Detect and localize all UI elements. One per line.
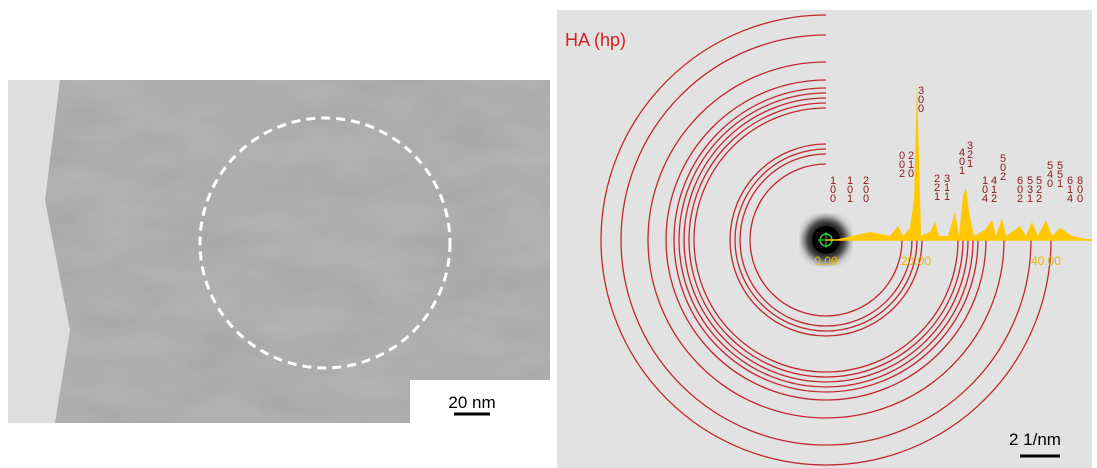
peak-label: 200 — [860, 175, 872, 202]
pattern-title: HA (hp) — [565, 30, 626, 50]
peak-label: 100 — [827, 175, 839, 202]
figure: 20 nm HA (hp) 0.0020.0040.00100101200002… — [0, 0, 1097, 468]
peak-label: 311 — [941, 173, 953, 200]
scale-bar-label: 2 1/nm — [1009, 430, 1061, 449]
axis-label: 0.00 — [814, 254, 838, 268]
peak-label: 101 — [844, 175, 856, 202]
peak-label: 502 — [997, 153, 1009, 180]
peak-label: 800 — [1074, 175, 1086, 202]
peak-label: 210 — [905, 150, 917, 177]
axis-label: 20.00 — [901, 254, 931, 268]
axis-label: 40.00 — [1031, 254, 1061, 268]
peak-label: 300 — [915, 85, 927, 112]
scale-bar-label: 20 nm — [448, 393, 495, 412]
peak-label: 321 — [964, 140, 976, 167]
tem-image — [8, 80, 550, 423]
